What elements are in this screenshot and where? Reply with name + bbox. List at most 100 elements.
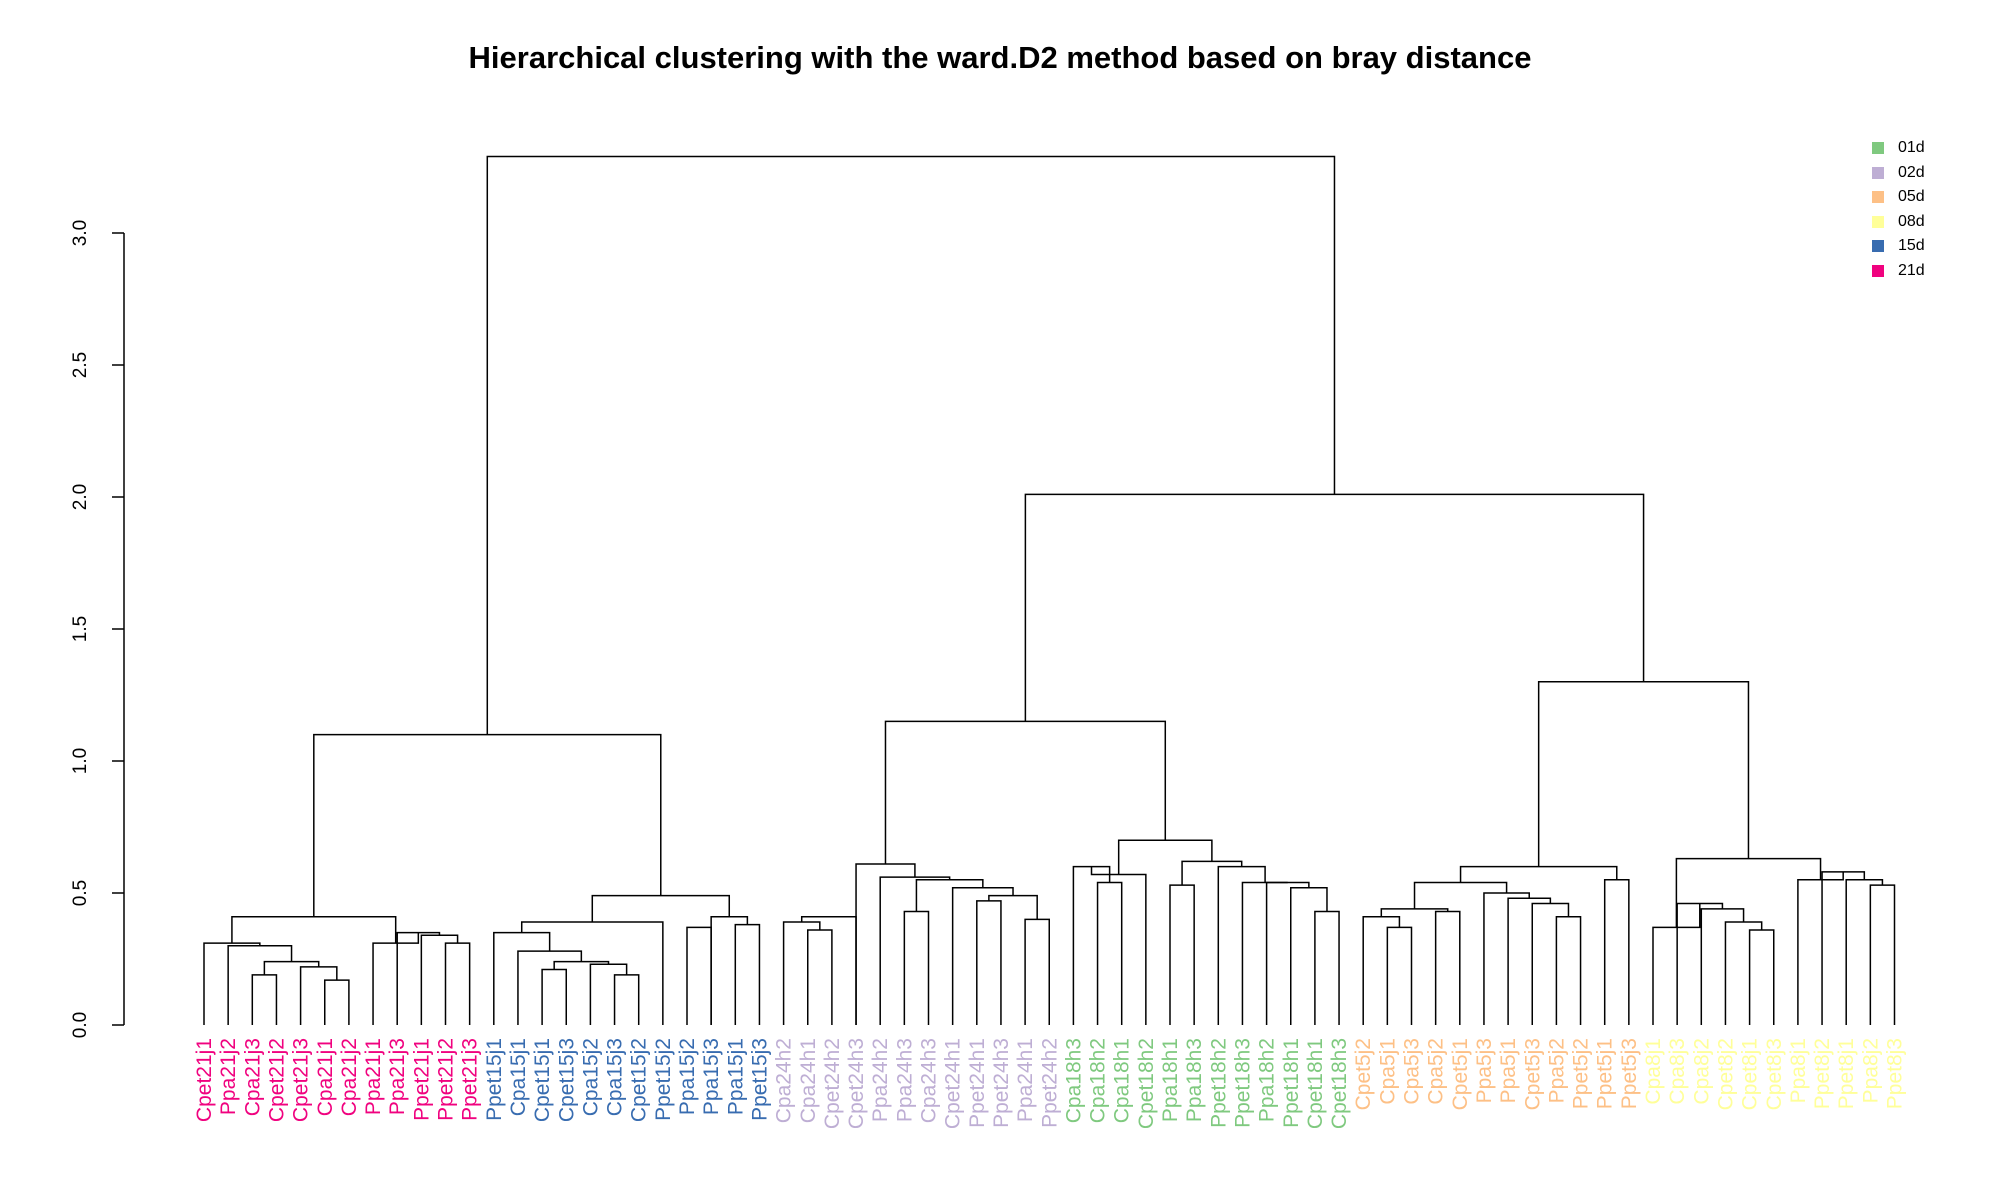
y-tick-label: 3.0 <box>70 220 91 246</box>
dendrogram-branch <box>1265 881 1310 1025</box>
leaf-label: Cpet8j1 <box>1739 1038 1762 1110</box>
dendrogram-branch <box>1845 879 1884 1025</box>
dendrogram-branch <box>1434 910 1461 1025</box>
dendrogram-branch <box>1413 881 1508 909</box>
leaf-label: Ppa21j1 <box>362 1038 385 1115</box>
leaf-label: Cpa21j2 <box>338 1038 361 1116</box>
leaf-label: Cpa18h3 <box>1062 1038 1085 1123</box>
leaf-label: Ppet18h1 <box>1280 1038 1303 1128</box>
legend-item: 15d <box>1872 234 1925 259</box>
leaf-label: Ppet21j2 <box>435 1038 458 1121</box>
y-tick-label: 2.5 <box>70 352 91 378</box>
dendrogram-branch <box>1024 493 1645 722</box>
dendrogram-branch <box>313 733 662 917</box>
dendrogram-branch <box>1386 926 1413 1025</box>
dendrogram-branch <box>1169 884 1195 1025</box>
y-tick-label: 1.5 <box>70 616 91 642</box>
legend-swatch <box>1872 215 1884 228</box>
leaf-label: Ppet15j1 <box>483 1038 506 1121</box>
dendrogram-branch <box>903 910 930 1025</box>
leaf-label: Ppet15j3 <box>748 1038 771 1121</box>
dendrogram-branch <box>1675 857 1822 928</box>
dendrogram-branch <box>1748 929 1775 1025</box>
legend-label: 05d <box>1898 188 1925 206</box>
dendrogram-branch <box>807 929 833 1025</box>
dendrogram-branch <box>613 974 640 1025</box>
legend-swatch <box>1872 142 1884 155</box>
leaf-label: Ppet24h1 <box>966 1038 989 1128</box>
dendrogram-branch <box>1797 871 1844 1025</box>
legend-swatch <box>1872 191 1884 204</box>
dendrogram-branch <box>420 934 459 1025</box>
leaf-label: Ppet21j1 <box>410 1038 433 1121</box>
leaf-label: Cpet5j3 <box>1521 1038 1544 1110</box>
leaf-label: Cpa8j3 <box>1666 1038 1689 1105</box>
dendrogram-branch <box>541 968 567 1025</box>
dendrogram-branch <box>1483 892 1530 1025</box>
legend-swatch <box>1872 240 1884 253</box>
legend-label: 01d <box>1898 139 1925 157</box>
dendrogram-branch <box>1821 871 1866 1025</box>
leaf-label: Ppet8j1 <box>1835 1038 1858 1109</box>
leaf-label: Cpet18h1 <box>1304 1038 1327 1129</box>
dendrogram-branch <box>1507 897 1552 1025</box>
dendrogram-branch <box>1531 902 1570 1025</box>
legend-item: 21d <box>1872 259 1925 284</box>
dendrogram-branch <box>231 916 397 944</box>
leaf-label: Ppa24h1 <box>1014 1038 1037 1122</box>
dendrogram-branch <box>1290 886 1328 1025</box>
dendrogram-branch <box>372 932 420 1025</box>
dendrogram-branch <box>915 879 984 912</box>
legend-label: 02d <box>1898 163 1925 181</box>
leaf-label: Ppa24h3 <box>893 1038 916 1122</box>
dendrogram-branch <box>1090 866 1147 1025</box>
leaf-label: Cpa21j3 <box>241 1038 264 1116</box>
leaf-label: Ppa5j2 <box>1545 1038 1568 1103</box>
leaf-label: Ppa21j3 <box>386 1038 409 1115</box>
dendrogram-branch <box>1024 918 1050 1025</box>
leaf-label: Ppet24h2 <box>1038 1038 1061 1128</box>
dendrogram-branch <box>1869 884 1896 1025</box>
dendrogram-branch <box>951 886 1014 1025</box>
leaf-label: Ppa5j3 <box>1473 1038 1496 1103</box>
dendrogram-branch <box>988 894 1038 920</box>
dendrogram-branch <box>1096 881 1123 1025</box>
leaf-label: Ppa5j1 <box>1497 1038 1520 1103</box>
leaf-label: Ppet21j3 <box>459 1038 482 1121</box>
y-tick-label: 0.5 <box>70 880 91 906</box>
leaf-label: Cpet8j2 <box>1714 1038 1737 1110</box>
dendrogram-branch <box>227 945 293 1025</box>
leaf-label: Ppet5j2 <box>1570 1038 1593 1109</box>
leaf-label: Ppet5j3 <box>1618 1038 1641 1109</box>
leaf-label: Cpa5j3 <box>1401 1038 1424 1105</box>
leaf-label: Ppet24h3 <box>990 1038 1013 1128</box>
leaf-label: Ppa18h2 <box>1256 1038 1279 1122</box>
leaf-label: Ppa18h3 <box>1183 1038 1206 1122</box>
y-tick-label: 0.0 <box>70 1012 91 1038</box>
dendrogram-branch <box>782 921 821 1025</box>
dendrogram-branch <box>1314 910 1340 1025</box>
leaf-label: Ppa8j2 <box>1859 1038 1882 1103</box>
leaf-label: Cpet5j1 <box>1449 1038 1472 1110</box>
leaf-label: Cpa24h3 <box>918 1038 941 1123</box>
legend-item: 08d <box>1872 210 1925 235</box>
dendrogram-branch <box>879 876 951 1025</box>
leaf-label: Cpet15j2 <box>628 1038 651 1122</box>
leaf-label: Ppa15j1 <box>724 1038 747 1115</box>
dendrogram-branch <box>591 894 731 923</box>
leaf-label: Ppet18h3 <box>1231 1038 1254 1128</box>
leaf-label: Ppet18h2 <box>1207 1038 1230 1128</box>
leaf-label: Cpa18h1 <box>1111 1038 1134 1123</box>
dendrogram-branch <box>1241 881 1288 1025</box>
dendrogram-branch <box>486 155 1336 735</box>
leaf-label: Cpa15j3 <box>604 1038 627 1116</box>
dendrogram-branch <box>203 942 261 1025</box>
dendrogram-branch <box>324 979 350 1025</box>
legend-item: 05d <box>1872 185 1925 210</box>
leaf-label: Cpa5j2 <box>1425 1038 1448 1105</box>
leaf-label: Ppet15j2 <box>652 1038 675 1121</box>
dendrogram-branch <box>263 960 320 975</box>
legend-label: 15d <box>1898 237 1925 255</box>
leaf-label: Cpet24h3 <box>845 1038 868 1129</box>
leaf-label: Cpa18h2 <box>1087 1038 1110 1123</box>
